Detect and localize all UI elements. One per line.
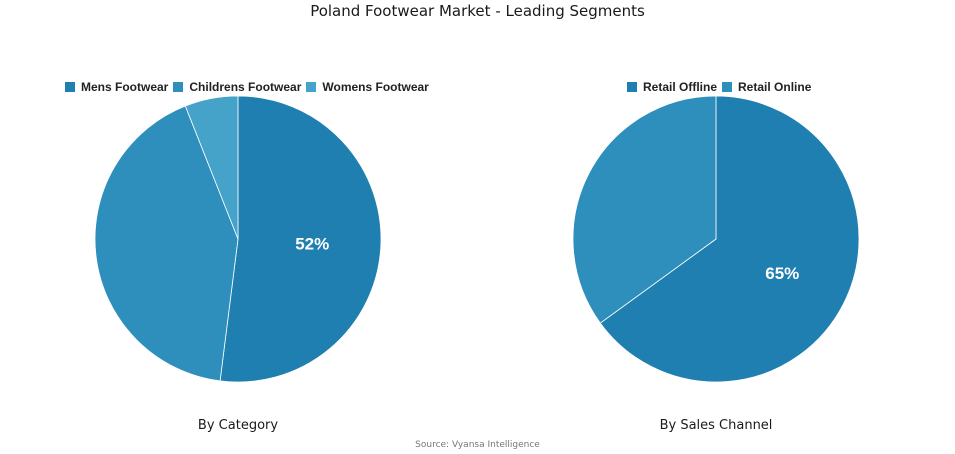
pie-slice-womens-footwear: [184, 95, 239, 240]
legend-swatch: [173, 82, 184, 92]
legend-category: Mens Footwear Childrens Footwear Womens …: [65, 80, 434, 94]
chart-title: Poland Footwear Market - Leading Segment…: [310, 2, 645, 20]
legend-swatch: [306, 82, 317, 92]
pie-by-category: 52%: [94, 95, 382, 383]
legend-label: Retail Offline: [643, 80, 718, 94]
legend-label: Mens Footwear: [81, 80, 169, 94]
pie-slice-retail-online: [572, 95, 717, 324]
legend-label: Womens Footwear: [322, 80, 429, 94]
legend-label: Childrens Footwear: [189, 80, 302, 94]
pie-slice-retail-offline: [599, 95, 860, 383]
legend-swatch: [627, 82, 637, 92]
source-note: Source: Vyansa Intelligence: [415, 440, 540, 450]
legend-item-retail-offline: Retail Offline: [627, 80, 717, 94]
legend-item-mens-footwear: Mens Footwear: [65, 80, 168, 94]
pie-slice-mens-footwear: [219, 95, 382, 383]
legend-item-childrens-footwear: Childrens Footwear: [173, 80, 301, 94]
caption-by-category: By Category: [197, 418, 279, 433]
legend-item-womens-footwear: Womens Footwear: [306, 80, 429, 94]
legend-item-retail-online: Retail Online: [722, 80, 811, 94]
legend-sales-channel: Retail Offline Retail Online: [627, 80, 816, 94]
caption-by-sales-channel: By Sales Channel: [659, 418, 773, 433]
pie-slice-childrens-footwear: [94, 105, 239, 382]
pie-data-label: 52%: [295, 235, 329, 254]
legend-label: Retail Online: [738, 80, 812, 94]
legend-swatch: [65, 82, 75, 92]
legend-swatch: [722, 82, 733, 92]
pie-data-label: 65%: [765, 264, 799, 283]
pie-by-sales-channel: 65%: [572, 95, 860, 383]
